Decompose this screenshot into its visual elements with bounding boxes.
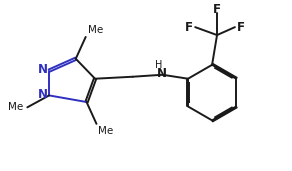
- Text: F: F: [237, 21, 245, 34]
- Text: Me: Me: [98, 126, 114, 136]
- Text: Me: Me: [88, 25, 103, 35]
- Text: N: N: [157, 67, 166, 80]
- Text: F: F: [185, 21, 193, 34]
- Text: H: H: [155, 60, 162, 70]
- Text: Me: Me: [8, 102, 23, 112]
- Text: N: N: [38, 63, 48, 76]
- Text: F: F: [213, 3, 221, 16]
- Text: N: N: [38, 88, 48, 101]
